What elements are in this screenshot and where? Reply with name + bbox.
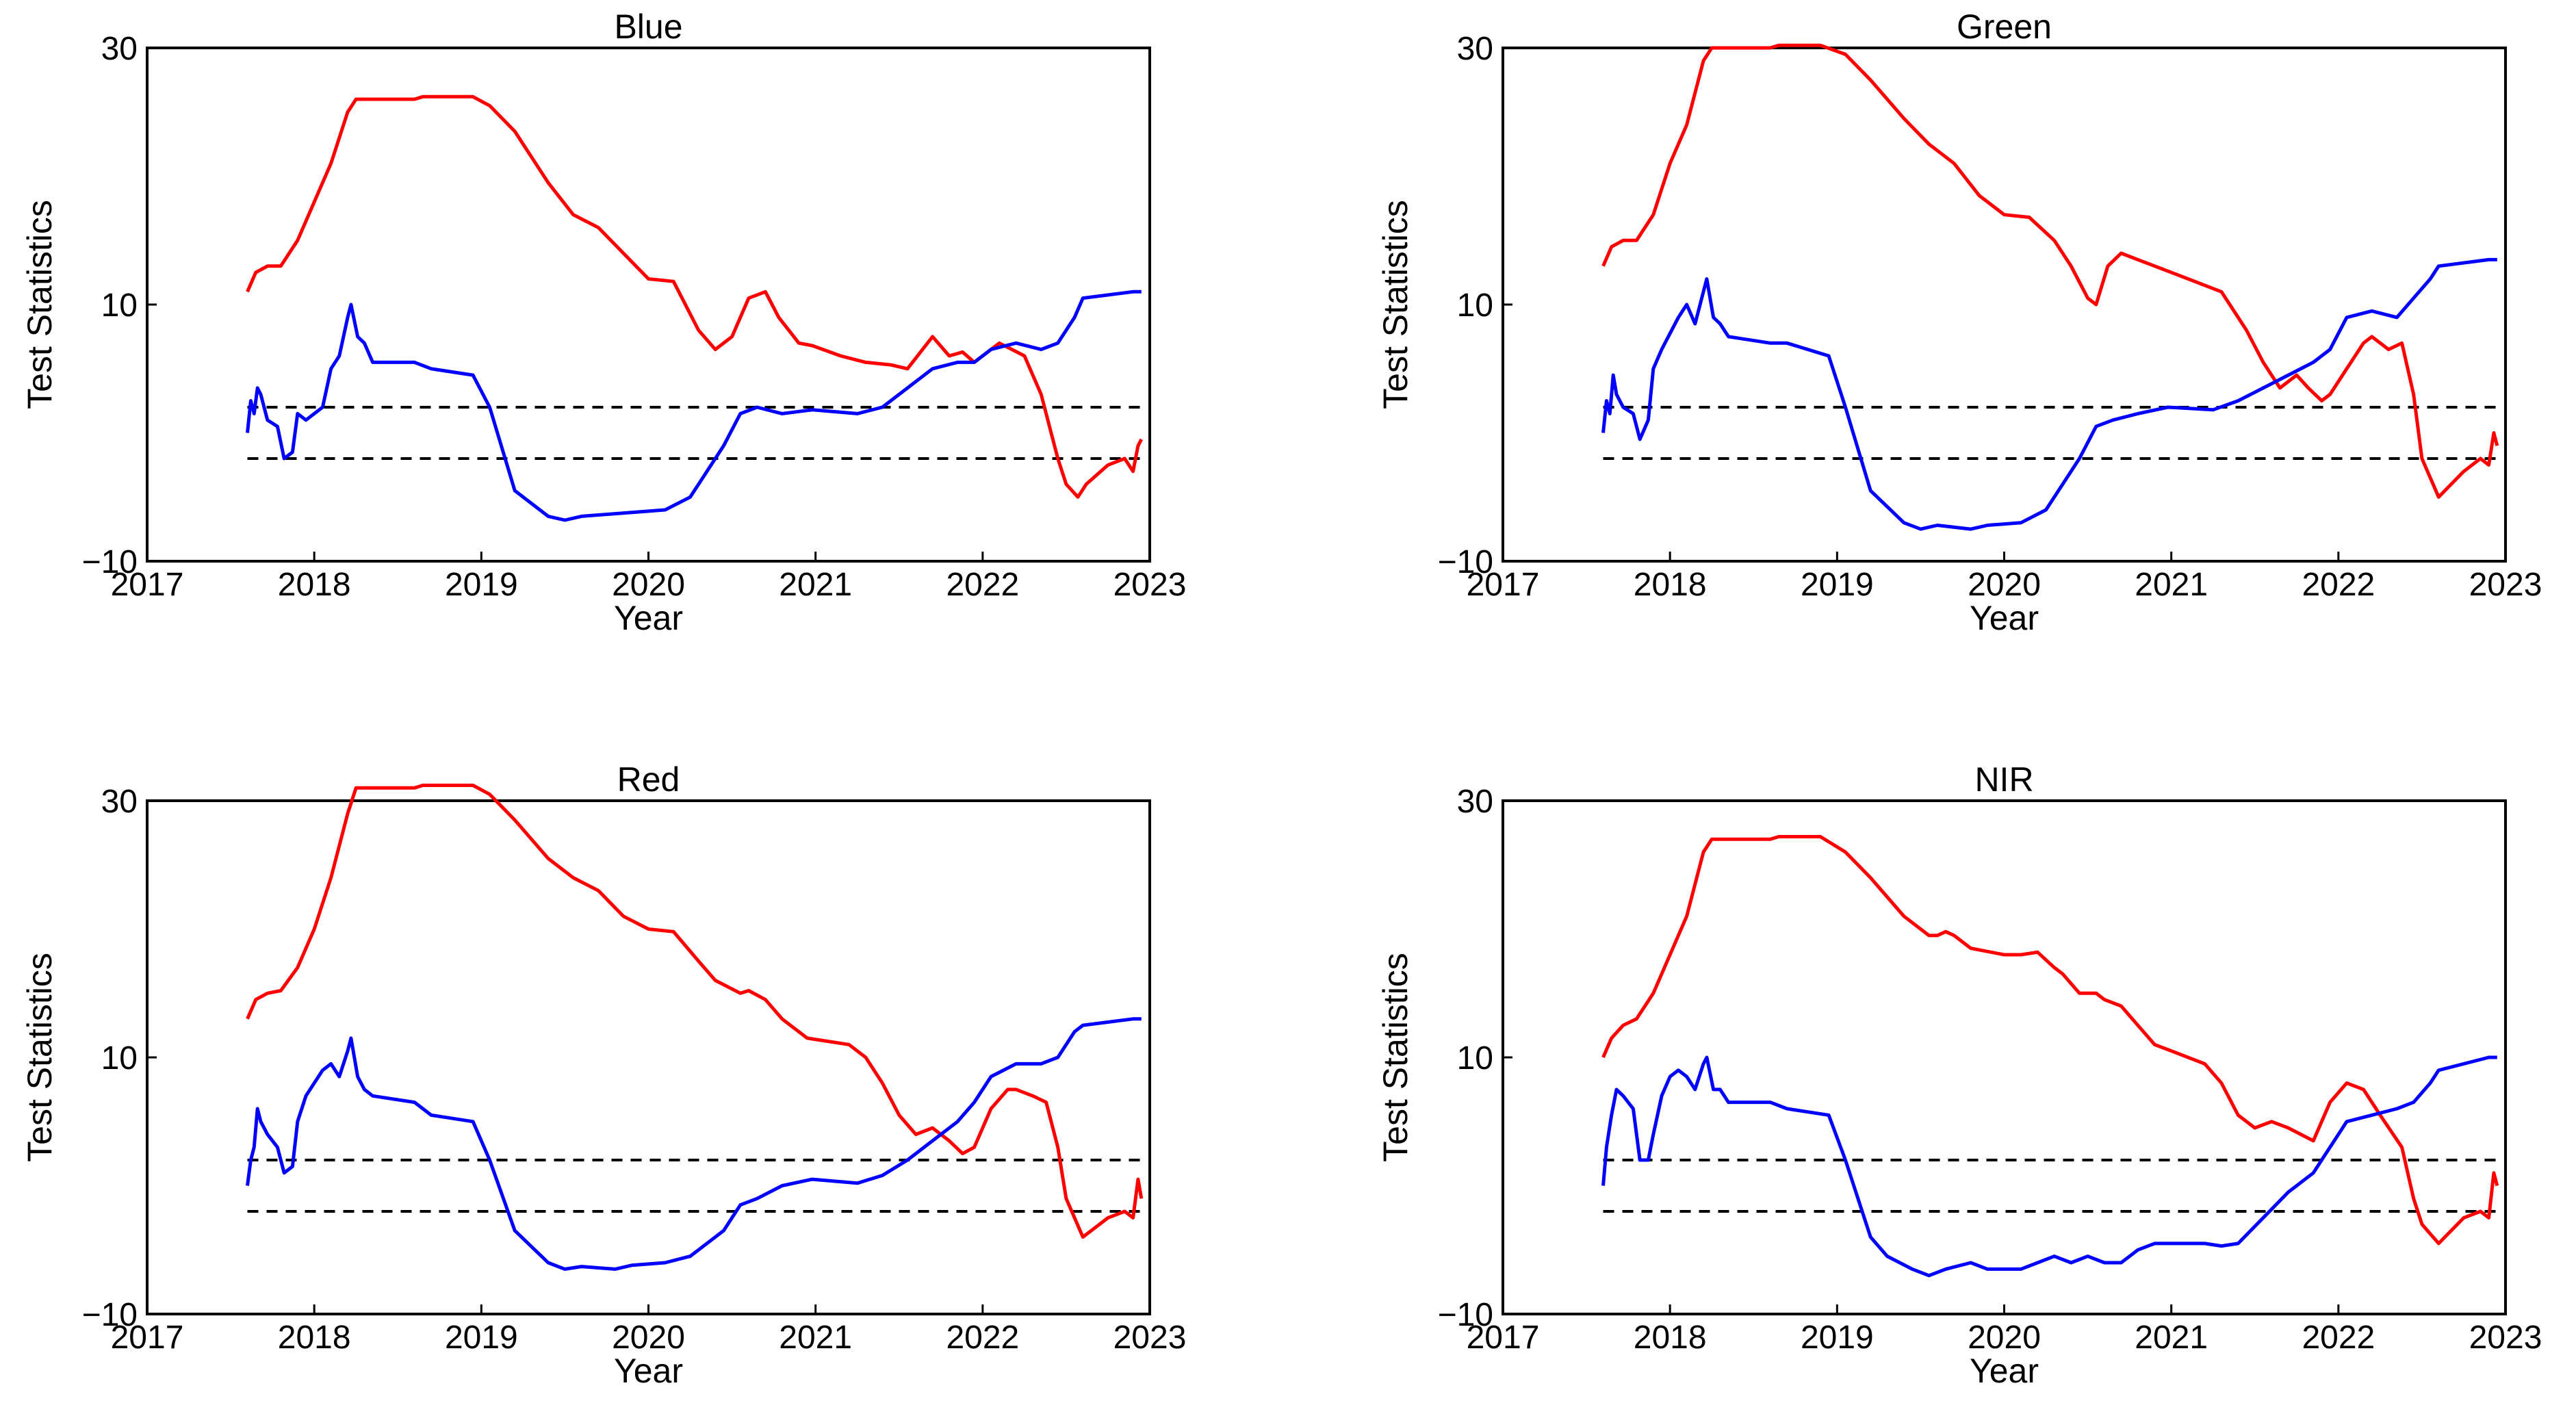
y-tick-label: 30 [101,784,138,820]
x-tick-label: 2020 [1968,1320,2041,1356]
x-axis-label: Year [1970,1352,2039,1390]
chart-title: Green [1957,8,2052,46]
y-tick-label: −10 [82,544,138,580]
x-tick-label: 2019 [445,1320,518,1356]
y-tick-label: 10 [1457,287,1493,324]
x-tick-label: 2020 [612,567,685,603]
x-tick-label: 2017 [111,567,184,603]
y-tick-label: 30 [1457,31,1493,67]
series-line-blue [246,1017,1142,1271]
chart-title: Blue [614,8,682,46]
x-tick-label: 2021 [2135,567,2208,603]
series-line-red [246,784,1144,1239]
y-tick-label: −10 [1438,544,1493,580]
series-line-red [1601,43,2499,499]
x-tick-label: 2019 [1801,1320,1874,1356]
y-tick-label: −10 [1438,1297,1493,1333]
plot-frame [1502,47,2507,563]
x-axis-label: Year [614,1352,683,1390]
x-tick-label: 2023 [2469,1320,2542,1356]
y-axis-label: Test Statistics [1376,200,1415,409]
series-line-blue [1601,1055,2497,1278]
y-tick-label: 10 [101,1040,138,1077]
y-axis-label: Test Statistics [21,953,59,1162]
x-tick-label: 2021 [779,567,852,603]
x-tick-label: 2021 [2135,1320,2208,1356]
x-tick-label: 2022 [946,567,1019,603]
x-tick-label: 2021 [779,1320,852,1356]
x-tick-label: 2022 [2302,1320,2375,1356]
panel-red: Red 2017 2018 2019 2020 2021 2022 2023 −10 10 30 Ye… [21,760,1186,1390]
x-axis-label: Year [1970,599,2039,637]
x-axis-label: Year [614,599,683,637]
x-tick-label: 2017 [1467,1320,1540,1356]
x-tick-label: 2023 [2469,567,2542,603]
x-tick-label: 2020 [612,1320,685,1356]
panel-nir: NIR 2017 2018 2019 2020 2021 2022 2023 −10 10 30 Ye… [1376,760,2542,1390]
series-line-blue [246,289,1142,522]
plot-frame [1502,799,2507,1315]
x-tick-label: 2018 [278,567,351,603]
chart-title: NIR [1974,760,2033,799]
x-tick-label: 2022 [2302,567,2375,603]
x-tick-label: 2017 [1467,567,1540,603]
x-tick-label: 2017 [111,1320,184,1356]
y-tick-label: 10 [101,287,138,324]
x-tick-label: 2018 [278,1320,351,1356]
y-tick-label: −10 [82,1297,138,1333]
chart-title: Red [617,760,680,799]
y-tick-label: 30 [101,31,138,67]
x-tick-label: 2018 [1634,1320,1707,1356]
plot-frame [146,799,1151,1315]
x-tick-label: 2020 [1968,567,2041,603]
series-line-blue [1601,257,2497,531]
panel-green: Green 2017 2018 2019 2020 2021 2022 2023 −10 10 30… [1376,8,2542,637]
series-line-red [246,94,1144,499]
series-line-red [1601,835,2499,1246]
panel-blue: Blue 2017 2018 2019 2020 2021 2022 2023 −10 10 30 Y… [21,8,1186,637]
y-axis-label: Test Statistics [1376,953,1415,1162]
x-tick-label: 2023 [1113,1320,1187,1356]
y-tick-label: 30 [1457,784,1493,820]
plot-frame [146,47,1151,563]
x-tick-label: 2019 [1801,567,1874,603]
y-axis-label: Test Statistics [21,200,59,409]
x-tick-label: 2018 [1634,567,1707,603]
x-tick-label: 2019 [445,567,518,603]
x-tick-label: 2022 [946,1320,1019,1356]
x-tick-label: 2023 [1113,567,1187,603]
y-tick-label: 10 [1457,1040,1493,1077]
